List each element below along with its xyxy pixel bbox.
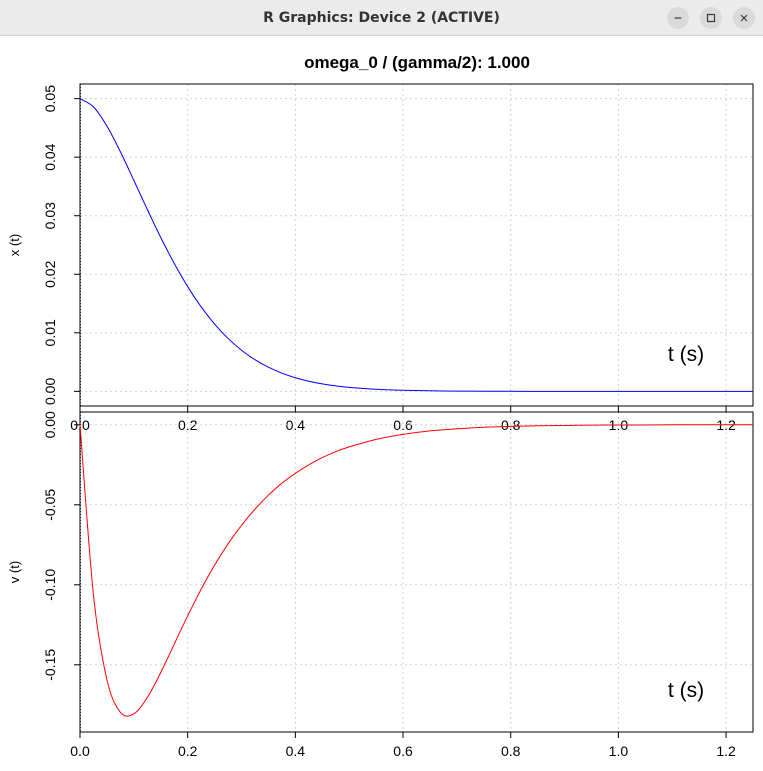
minimize-button[interactable] (667, 7, 689, 29)
x-tick-label: 0.4 (286, 743, 306, 759)
plot-frame (79, 83, 754, 407)
y-tick-label: -0.15 (42, 649, 58, 681)
y-axis: 0.00 -0.05 -0.10 -0.15 (42, 411, 80, 681)
y-axis-label: x (t) (7, 234, 22, 256)
chart-title: omega_0 / (gamma/2): 1.000 (304, 53, 530, 72)
series-line-position (79, 98, 753, 392)
plot-area: omega_0 / (gamma/2): 1.000 0.00.20.40.60… (7, 53, 754, 759)
x-axis: 0.00.20.40.60.81.01.2 (70, 406, 736, 433)
x-tick-label: 0.6 (393, 743, 413, 759)
y-tick-label: 0.02 (42, 260, 58, 287)
y-axis: 0.00 0.01 0.02 0.03 0.04 0.05 (42, 85, 80, 405)
position-chart: 0.00.20.40.60.81.01.2 0.000.010.020.030.… (7, 83, 754, 433)
x-tick-label: 1.2 (716, 743, 736, 759)
y-tick-label: -0.10 (42, 569, 58, 601)
y-tick-label: -0.05 (42, 489, 58, 521)
x-tick-label: 1.0 (609, 743, 629, 759)
close-button[interactable] (733, 7, 755, 29)
grid-lines (79, 84, 753, 406)
maximize-icon (706, 13, 716, 23)
minimize-icon (674, 17, 682, 19)
y-tick-label: 0.00 (42, 378, 58, 405)
y-tick-label: 0.01 (42, 319, 58, 346)
window-title: R Graphics: Device 2 (ACTIVE) (263, 10, 500, 26)
x-tick-label: 0.2 (178, 417, 198, 433)
series-line-velocity (79, 424, 753, 717)
x-axis-label: t (s) (668, 679, 704, 702)
x-axis-label: t (s) (668, 343, 704, 366)
y-axis-label: v (t) (7, 561, 22, 583)
velocity-chart: 0.0 0.2 0.4 0.6 0.8 1.0 1.2 0.00 -0.05 -0.10 -0.1… (7, 411, 754, 759)
y-tick-label: 0.03 (42, 202, 58, 229)
x-tick-label: 0.6 (393, 417, 413, 433)
y-tick-label: 0.04 (42, 143, 58, 170)
close-icon (740, 14, 748, 22)
x-tick-label: 0.8 (501, 743, 521, 759)
y-tick-label: 0.00 (42, 411, 58, 438)
window-titlebar[interactable]: R Graphics: Device 2 (ACTIVE) (0, 0, 763, 36)
x-axis: 0.0 0.2 0.4 0.6 0.8 1.0 1.2 (70, 732, 736, 759)
y-tick-label: 0.05 (42, 85, 58, 112)
maximize-button[interactable] (700, 7, 722, 29)
grid-lines (79, 412, 753, 732)
plot-frame (79, 411, 754, 733)
x-tick-label: 0.2 (178, 743, 198, 759)
x-tick-label: 0.0 (70, 743, 90, 759)
